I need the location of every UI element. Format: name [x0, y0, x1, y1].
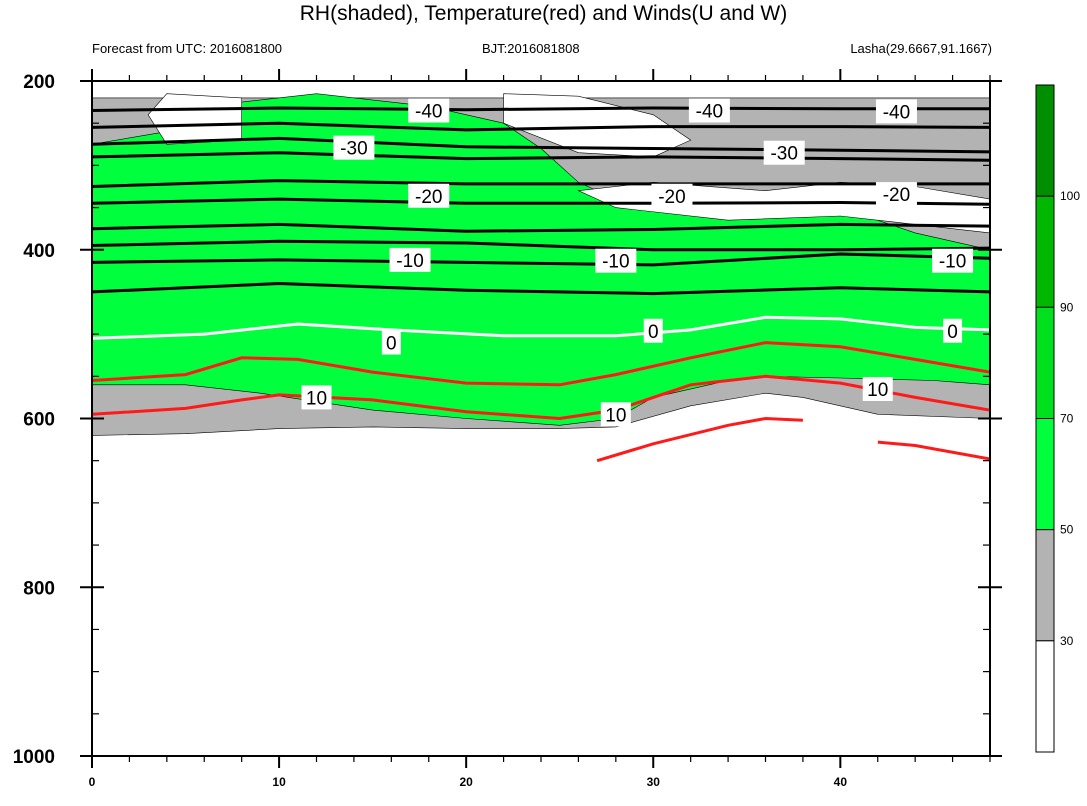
temperature-labels: -40 -40 -40 -30 -30 -20 -20 -20 -10 -10 -10 0 0 0 10 10… [301, 98, 974, 427]
colorbar-label: 50 [1060, 523, 1074, 537]
contour-label: -10 [602, 252, 629, 273]
x-tick-label: 10 [272, 775, 286, 789]
temp-contour--10 [92, 281, 990, 296]
temperature-contours [92, 106, 990, 463]
y-tick-label: 200 [23, 72, 55, 93]
contour-label-box [862, 376, 893, 401]
colorbar-label: 30 [1060, 634, 1074, 648]
contour-label: 0 [386, 334, 397, 355]
contour-label: -20 [658, 187, 685, 208]
colorbar-swatch [1035, 84, 1055, 197]
bjt-subtitle: BJT:2016081808 [482, 41, 580, 56]
contour-label-box [381, 330, 401, 355]
temp-contour--10 [92, 239, 990, 252]
contour-label: 10 [867, 380, 888, 401]
colorbar: 100 90 70 50 30 [1035, 84, 1080, 753]
contour-label-box [943, 318, 963, 343]
contour-label-box [301, 385, 332, 410]
temp-contour--30 [92, 151, 990, 162]
contour-label-box [333, 135, 375, 160]
x-tick-label: 20 [459, 775, 473, 789]
y-tick-label: 800 [23, 578, 55, 599]
colorbar-swatch [1035, 529, 1055, 642]
colorbar-swatch [1035, 640, 1055, 753]
temp-contour--20 [92, 179, 990, 188]
contour-label: -40 [696, 102, 723, 123]
chart-title: RH(shaded), Temperature(red) and Winds(U… [299, 2, 788, 25]
rh-dry-patch [147, 93, 242, 145]
x-tick-label: 0 [89, 775, 96, 789]
contour-label: -30 [770, 144, 797, 165]
contour-label-box [595, 248, 637, 273]
temp-contour-10 [92, 341, 990, 387]
contour-label: -40 [883, 102, 910, 123]
y-tick-label: 600 [23, 410, 55, 431]
temp-contour-10 [92, 374, 990, 421]
colorbar-label: 100 [1060, 189, 1080, 203]
temp-contour--20 [92, 197, 990, 206]
contour-label: 10 [605, 405, 626, 426]
contour-label: -40 [415, 102, 442, 123]
contour-label: -20 [415, 187, 442, 208]
colorbar-swatch [1035, 306, 1055, 420]
contour-label: 10 [306, 388, 327, 409]
contour-label-box [688, 98, 730, 123]
temp-contour--10 [92, 252, 990, 267]
contour-label: 0 [648, 322, 659, 343]
contour-label: -20 [883, 185, 910, 206]
contour-label: 0 [947, 322, 958, 343]
colorbar-swatch [1035, 195, 1055, 308]
contour-label-box [600, 402, 631, 427]
temp-contour-10 [596, 416, 803, 463]
contour-label-box [763, 140, 805, 165]
y-tick-label: 1000 [13, 747, 55, 768]
y-tick-label: 400 [23, 241, 55, 262]
temp-contour--30 [92, 136, 990, 154]
colorbar-label: 90 [1060, 300, 1074, 314]
contour-label-box [389, 247, 431, 272]
contour-label-box [875, 182, 917, 207]
contour-label: -10 [939, 252, 966, 273]
contour-label-box [408, 98, 450, 123]
temp-contour--40 [92, 106, 990, 112]
contour-label: -30 [340, 139, 367, 160]
colorbar-label: 70 [1060, 412, 1074, 426]
x-tick-label: 30 [647, 775, 661, 789]
forecast-subtitle: Forecast from UTC: 2016081800 [92, 41, 283, 56]
colorbar-swatch [1035, 418, 1055, 531]
contour-label-box [875, 99, 917, 124]
contour-label-box [408, 183, 450, 208]
contour-label-box [643, 318, 663, 343]
temp-contour--30 [92, 121, 990, 132]
location-subtitle: Lasha(29.6667,91.1667) [850, 41, 992, 56]
temp-contour-0 [92, 315, 990, 340]
contour-label-box [932, 248, 974, 273]
temp-contour-10 [877, 440, 990, 461]
x-tick-label: 40 [834, 775, 848, 789]
contour-label: -10 [396, 251, 423, 272]
temp-contour--20 [92, 222, 990, 233]
contour-label-box [651, 183, 693, 208]
